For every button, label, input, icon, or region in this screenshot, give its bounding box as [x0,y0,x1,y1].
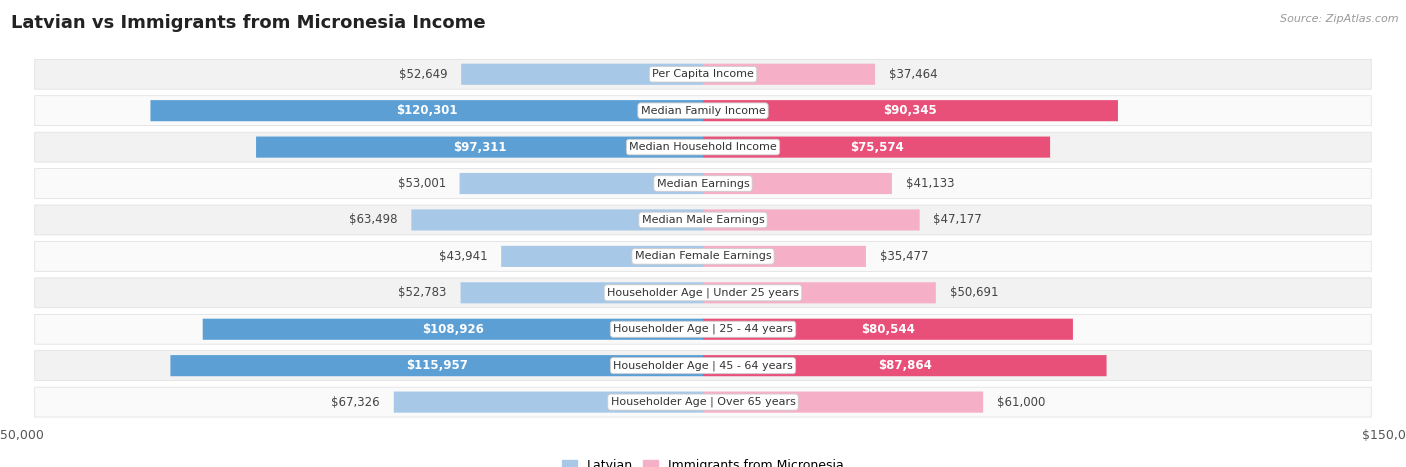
Text: Median Earnings: Median Earnings [657,178,749,189]
Text: $50,691: $50,691 [949,286,998,299]
Text: Median Female Earnings: Median Female Earnings [634,251,772,262]
FancyBboxPatch shape [35,169,1371,198]
FancyBboxPatch shape [703,64,875,85]
Text: $120,301: $120,301 [396,104,457,117]
FancyBboxPatch shape [703,100,1118,121]
Text: Latvian vs Immigrants from Micronesia Income: Latvian vs Immigrants from Micronesia In… [11,14,486,32]
Legend: Latvian, Immigrants from Micronesia: Latvian, Immigrants from Micronesia [562,460,844,467]
Text: Householder Age | Over 65 years: Householder Age | Over 65 years [610,397,796,407]
Text: $37,464: $37,464 [889,68,938,81]
Text: $67,326: $67,326 [332,396,380,409]
FancyBboxPatch shape [35,96,1371,126]
Text: $87,864: $87,864 [877,359,932,372]
FancyBboxPatch shape [35,351,1371,381]
FancyBboxPatch shape [703,318,1073,340]
FancyBboxPatch shape [501,246,703,267]
Text: $52,783: $52,783 [398,286,447,299]
FancyBboxPatch shape [35,387,1371,417]
Text: $63,498: $63,498 [349,213,398,226]
Text: $35,477: $35,477 [880,250,928,263]
FancyBboxPatch shape [35,314,1371,344]
FancyBboxPatch shape [256,136,703,158]
FancyBboxPatch shape [703,209,920,231]
Text: $61,000: $61,000 [997,396,1045,409]
Text: Householder Age | Under 25 years: Householder Age | Under 25 years [607,288,799,298]
Text: $52,649: $52,649 [399,68,447,81]
Text: Median Household Income: Median Household Income [628,142,778,152]
Text: Median Family Income: Median Family Income [641,106,765,116]
Text: $43,941: $43,941 [439,250,488,263]
Text: Per Capita Income: Per Capita Income [652,69,754,79]
FancyBboxPatch shape [150,100,703,121]
Text: $75,574: $75,574 [849,141,904,154]
FancyBboxPatch shape [412,209,703,231]
FancyBboxPatch shape [170,355,703,376]
FancyBboxPatch shape [460,173,703,194]
FancyBboxPatch shape [703,173,891,194]
FancyBboxPatch shape [202,318,703,340]
Text: $108,926: $108,926 [422,323,484,336]
FancyBboxPatch shape [35,59,1371,89]
FancyBboxPatch shape [35,205,1371,235]
Text: Median Male Earnings: Median Male Earnings [641,215,765,225]
Text: $90,345: $90,345 [883,104,938,117]
Text: $115,957: $115,957 [406,359,468,372]
FancyBboxPatch shape [703,246,866,267]
Text: $47,177: $47,177 [934,213,983,226]
FancyBboxPatch shape [394,391,703,413]
FancyBboxPatch shape [703,391,983,413]
FancyBboxPatch shape [461,282,703,304]
FancyBboxPatch shape [461,64,703,85]
FancyBboxPatch shape [35,241,1371,271]
FancyBboxPatch shape [703,282,936,304]
Text: Householder Age | 45 - 64 years: Householder Age | 45 - 64 years [613,361,793,371]
FancyBboxPatch shape [35,132,1371,162]
Text: $41,133: $41,133 [905,177,955,190]
Text: $53,001: $53,001 [398,177,446,190]
Text: Householder Age | 25 - 44 years: Householder Age | 25 - 44 years [613,324,793,334]
FancyBboxPatch shape [703,136,1050,158]
Text: $80,544: $80,544 [860,323,915,336]
Text: Source: ZipAtlas.com: Source: ZipAtlas.com [1281,14,1399,24]
FancyBboxPatch shape [703,355,1107,376]
Text: $97,311: $97,311 [453,141,506,154]
FancyBboxPatch shape [35,278,1371,308]
